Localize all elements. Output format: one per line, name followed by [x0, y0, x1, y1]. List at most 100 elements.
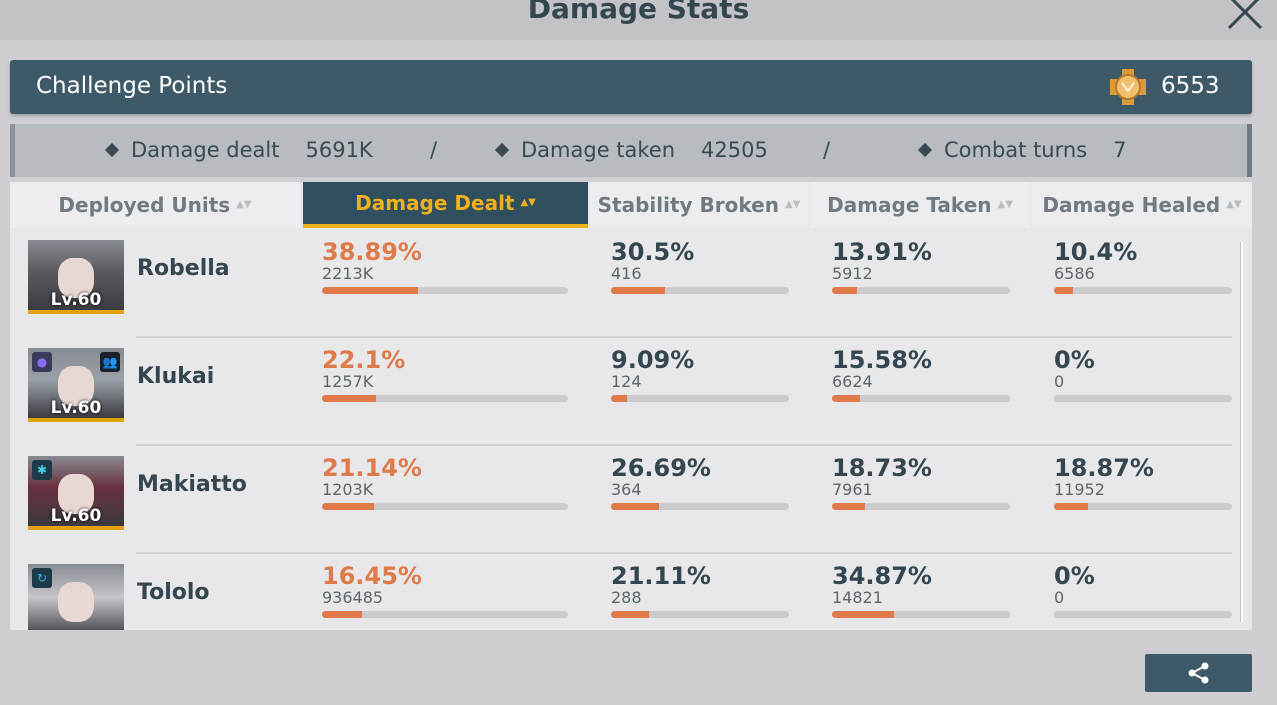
challenge-points-label: Challenge Points	[36, 73, 228, 99]
level-label: Lv.60	[50, 290, 102, 310]
progress-fill	[832, 503, 866, 510]
stat-cell: 30.5% 416	[611, 238, 789, 294]
stat-percent: 38.89%	[322, 238, 422, 266]
scrollbar[interactable]	[1240, 242, 1243, 622]
stat-cell: 21.11% 288	[611, 562, 789, 618]
avatar: ↻	[28, 564, 124, 630]
progress-fill	[832, 611, 895, 618]
stat-value: 364	[611, 480, 642, 499]
row-divider	[136, 552, 1232, 554]
unit-row[interactable]: Lv.60 Robella 38.89% 2213K 30.5% 416 13.91% 591…	[10, 230, 1252, 338]
summary-damage-dealt: Damage dealt 5691K	[104, 138, 373, 162]
purple-orbs-icon: ●	[32, 352, 52, 372]
progress-fill	[832, 287, 857, 294]
stat-value: 5912	[832, 264, 873, 283]
column-header-1[interactable]: Damage Dealt ▲▼	[303, 182, 588, 228]
stat-percent: 0%	[1054, 562, 1095, 590]
page-title: Damage Stats	[527, 0, 750, 25]
stat-percent: 22.1%	[322, 346, 406, 374]
column-label: Damage Healed	[1042, 193, 1221, 217]
stat-cell: 0% 0	[1054, 346, 1232, 402]
progress-fill	[611, 287, 666, 294]
row-divider	[136, 444, 1232, 446]
unit-name: Tololo	[137, 580, 210, 605]
progress-bar	[1054, 395, 1232, 402]
progress-bar	[1054, 287, 1232, 294]
stat-percent: 9.09%	[611, 346, 695, 374]
stat-cell: 9.09% 124	[611, 346, 789, 402]
stat-cell: 15.58% 6624	[832, 346, 1010, 402]
stat-percent: 34.87%	[832, 562, 932, 590]
summary-label: Combat turns	[944, 138, 1088, 162]
unit-name: Robella	[137, 256, 230, 281]
progress-bar	[322, 287, 568, 294]
column-header-0[interactable]: Deployed Units ▲▼	[10, 182, 300, 228]
stat-cell: 18.87% 11952	[1054, 454, 1232, 510]
column-header-3[interactable]: Damage Taken ▲▼	[810, 182, 1030, 228]
sort-icon: ▲▼	[520, 197, 536, 208]
stat-percent: 0%	[1054, 346, 1095, 374]
unit-row[interactable]: ● 👥 Lv.60 Klukai 22.1% 1257K 9.09% 124 15.58% 662…	[10, 338, 1252, 446]
stat-value: 416	[611, 264, 642, 283]
stat-cell: 18.73% 7961	[832, 454, 1010, 510]
sort-icon: ▲▼	[236, 199, 252, 210]
stat-cell: 0% 0	[1054, 562, 1232, 618]
stat-percent: 21.11%	[611, 562, 711, 590]
unit-row[interactable]: ✱ Lv.60 Makiatto 21.14% 1203K 26.69% 364 18.73%…	[10, 446, 1252, 554]
diamond-icon	[917, 142, 933, 158]
stat-percent: 13.91%	[832, 238, 932, 266]
stat-cell: 10.4% 6586	[1054, 238, 1232, 294]
stat-cell: 21.14% 1203K	[322, 454, 568, 510]
stat-value: 1257K	[322, 372, 374, 391]
stat-cell: 26.69% 364	[611, 454, 789, 510]
avatar-face	[58, 366, 94, 406]
progress-fill	[611, 395, 628, 402]
stat-value: 288	[611, 588, 642, 607]
share-button[interactable]	[1145, 654, 1252, 692]
separator: /	[823, 138, 831, 162]
share-icon	[1188, 662, 1208, 684]
sort-icon: ▲▼	[784, 199, 801, 210]
unit-row[interactable]: ↻ Tololo 16.45% 936485 21.11% 288 34.87% 14821 0…	[10, 554, 1252, 630]
progress-bar	[322, 395, 568, 402]
diamond-icon	[494, 142, 510, 158]
progress-fill	[322, 611, 363, 618]
column-header-2[interactable]: Stability Broken ▲▼	[590, 182, 808, 228]
summary-damage-taken: Damage taken 42505	[494, 138, 768, 162]
summary-value: 42505	[701, 138, 768, 162]
column-header-4[interactable]: Damage Healed ▲▼	[1032, 182, 1252, 228]
progress-fill	[611, 611, 649, 618]
progress-fill	[1054, 287, 1073, 294]
progress-fill	[322, 395, 377, 402]
stat-value: 0	[1054, 372, 1065, 391]
stat-cell: 38.89% 2213K	[322, 238, 568, 294]
snowflake-icon: ✱	[32, 460, 52, 480]
progress-fill	[832, 395, 860, 402]
separator: /	[430, 138, 438, 162]
stat-percent: 10.4%	[1054, 238, 1138, 266]
stat-percent: 30.5%	[611, 238, 695, 266]
summary-label: Damage dealt	[131, 138, 280, 162]
unit-name: Makiatto	[137, 472, 247, 497]
level-label: Lv.60	[50, 398, 102, 418]
stat-value: 1203K	[322, 480, 374, 499]
stat-percent: 16.45%	[322, 562, 422, 590]
column-label: Damage Taken	[827, 193, 992, 217]
avatar: ● 👥 Lv.60	[28, 348, 124, 422]
sort-icon: ▲▼	[1226, 199, 1242, 210]
progress-bar	[832, 503, 1010, 510]
challenge-points-value: 6553	[1161, 73, 1220, 99]
progress-fill	[611, 503, 659, 510]
progress-fill	[1054, 503, 1088, 510]
diamond-icon	[104, 142, 120, 158]
progress-fill	[322, 503, 374, 510]
progress-bar	[1054, 503, 1232, 510]
stat-value: 0	[1054, 588, 1065, 607]
progress-bar	[832, 395, 1010, 402]
damage-table: Deployed Units ▲▼ Damage Dealt ▲▼ Stability …	[10, 182, 1252, 630]
support-group-icon: 👥	[100, 352, 120, 372]
stat-cell: 34.87% 14821	[832, 562, 1010, 618]
close-icon[interactable]	[1223, 0, 1267, 30]
title-bar: Damage Stats	[0, 0, 1277, 40]
summary-label: Damage taken	[521, 138, 676, 162]
